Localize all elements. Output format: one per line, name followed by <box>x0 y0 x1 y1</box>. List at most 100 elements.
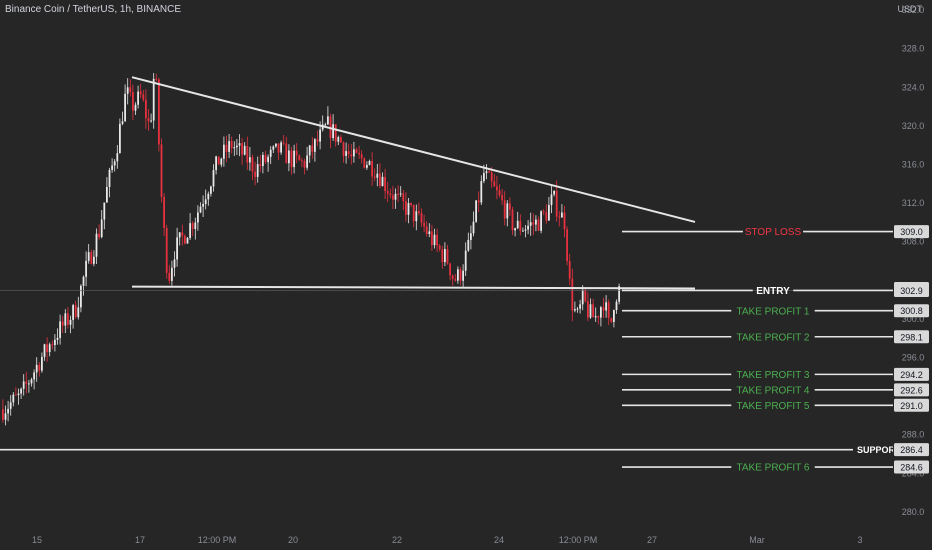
candle <box>436 228 438 253</box>
candle-body <box>28 383 30 385</box>
x-tick-label: 3 <box>857 535 862 545</box>
candle-body <box>548 204 550 221</box>
candle <box>425 221 428 237</box>
candle <box>77 296 80 320</box>
x-tick-label: 12:00 PM <box>559 535 598 545</box>
candle <box>420 208 423 227</box>
candle-body <box>173 259 176 268</box>
candle <box>202 195 204 218</box>
y-tick-label: 300.0 <box>902 314 925 324</box>
candle <box>457 266 459 284</box>
candle <box>61 316 64 333</box>
candle-body <box>67 313 69 325</box>
candle-body <box>314 139 316 152</box>
candle <box>480 175 483 206</box>
candle-body <box>340 137 342 143</box>
candle <box>168 265 171 285</box>
candle-body <box>376 173 379 178</box>
price-tag-tp1 <box>894 304 929 318</box>
candle-body <box>4 413 7 420</box>
candle-body <box>7 408 9 414</box>
tp3-label: TAKE PROFIT 3 <box>737 370 810 381</box>
price-tag-text: 294.2 <box>900 370 923 380</box>
candle-body <box>485 171 488 174</box>
candle-body <box>472 221 475 234</box>
candle-body <box>160 144 163 197</box>
y-tick-label: 280.0 <box>902 507 925 517</box>
candle-body <box>407 203 410 215</box>
candle <box>129 79 132 97</box>
candle <box>225 135 228 163</box>
candle-body <box>537 219 540 231</box>
x-axis: 15 17 12:00 PM 20 22 24 12:00 PM 27 Mar 3 <box>0 530 932 550</box>
candle-body <box>85 260 87 277</box>
candle-body <box>607 302 610 318</box>
candle <box>535 215 537 232</box>
candle-body <box>290 150 293 168</box>
candle-body <box>212 170 215 187</box>
candle <box>134 102 137 115</box>
candle-body <box>579 304 581 309</box>
candle-body <box>197 212 199 223</box>
x-tick-label: 20 <box>288 535 298 545</box>
candle <box>568 253 571 286</box>
candle <box>449 262 451 281</box>
candle-body <box>178 232 181 238</box>
candle-body <box>150 120 152 122</box>
candle-body <box>33 372 35 380</box>
candle-body <box>103 202 106 220</box>
candle <box>298 154 301 161</box>
candle-body <box>17 393 20 395</box>
candle <box>121 111 124 126</box>
candle <box>72 303 74 329</box>
candle <box>178 232 181 246</box>
candle-body <box>176 237 178 260</box>
candle <box>433 228 436 249</box>
price-tag-text: 286.4 <box>900 445 923 455</box>
level-tp2: TAKE PROFIT 2 <box>622 332 893 343</box>
candle-body <box>280 142 282 153</box>
candle-body <box>165 228 168 273</box>
candle-body <box>506 203 509 219</box>
candle-body <box>43 344 46 357</box>
candle-body <box>433 234 436 246</box>
candle <box>368 159 371 166</box>
candle-body <box>25 381 28 384</box>
candle-body <box>444 249 446 263</box>
candle <box>236 138 238 155</box>
candle <box>64 309 67 334</box>
candle <box>243 142 246 156</box>
candle-body <box>431 231 433 246</box>
candle-body <box>220 158 223 165</box>
candle-body <box>493 181 496 187</box>
candle-body <box>597 316 600 318</box>
candle-body <box>446 249 449 264</box>
candle-body <box>529 222 532 226</box>
candle-body <box>98 233 100 238</box>
candle <box>314 138 316 162</box>
candle <box>561 204 563 218</box>
candle <box>444 242 446 267</box>
candle-body <box>158 79 160 145</box>
candle <box>384 168 386 200</box>
candle-body <box>15 394 17 396</box>
candle <box>379 163 381 189</box>
candle-body <box>511 209 514 231</box>
price-tag-text: 309.0 <box>900 227 923 237</box>
candle-body <box>262 154 264 167</box>
candle <box>181 224 184 246</box>
candle <box>485 164 488 180</box>
candle <box>350 144 353 165</box>
candle-body <box>308 145 311 156</box>
candle-body <box>483 173 485 182</box>
x-tick-label: 17 <box>135 535 145 545</box>
candle <box>285 136 288 164</box>
candle <box>210 185 212 197</box>
candle-body <box>293 150 295 168</box>
candle <box>184 234 186 245</box>
candle <box>28 379 30 393</box>
candle <box>12 392 15 407</box>
candle <box>215 155 217 175</box>
